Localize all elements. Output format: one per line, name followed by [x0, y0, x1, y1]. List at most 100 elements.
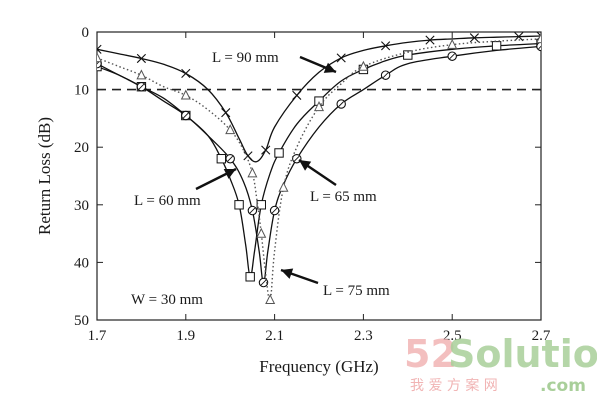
series-L65 — [97, 41, 541, 288]
data-point-square — [234, 200, 244, 210]
data-point-circle — [380, 70, 391, 80]
square-marker — [216, 154, 227, 164]
x-marker-stroke — [381, 41, 391, 51]
circle-marker-slash — [382, 72, 389, 79]
annotation-arrow-head — [323, 62, 336, 73]
x-marker-stroke — [469, 33, 479, 43]
data-point-triangle — [313, 101, 325, 112]
y-tick-label: 50 — [74, 313, 89, 329]
data-point-circle — [225, 153, 235, 164]
data-point-triangle — [225, 124, 236, 135]
circle-marker-slash — [182, 112, 189, 119]
data-point-triangle — [180, 89, 191, 100]
plot-frame — [96, 31, 542, 321]
square-marker — [245, 272, 255, 282]
square-marker — [234, 200, 244, 210]
series-L75 — [97, 33, 541, 305]
circle-marker-slash — [249, 207, 256, 214]
series-L60 — [97, 38, 541, 282]
data-point-triangle — [247, 167, 258, 178]
data-point-x — [221, 108, 231, 118]
data-point-triangle — [256, 227, 267, 238]
circle-marker-slash — [271, 207, 278, 214]
x-axis-label: Frequency (GHz) — [259, 357, 378, 376]
watermark-domain: .com — [540, 376, 586, 396]
annotation-l90: L = 90 mm — [212, 50, 337, 74]
circle-marker-slash — [293, 155, 300, 162]
triangle-marker — [247, 167, 258, 178]
x-marker-stroke — [97, 48, 102, 54]
data-point-square — [274, 148, 284, 158]
triangle-marker — [265, 294, 276, 305]
annotation-label: L = 60 mm — [134, 193, 201, 209]
x-marker-stroke — [536, 32, 541, 37]
data-point-circle — [247, 205, 258, 216]
watermark-subtitle: 我 爱 方 案 网 — [410, 377, 498, 394]
annotation-l65: L = 65 mm — [298, 159, 377, 205]
data-point-square — [256, 200, 266, 210]
triangle-marker — [97, 52, 103, 63]
annotation-label: L = 65 mm — [310, 189, 377, 205]
triangle-marker — [358, 60, 369, 71]
square-marker — [274, 148, 284, 158]
y-axis-ticks: 0 10 20 30 40 50 — [74, 25, 541, 329]
data-point-x — [381, 41, 391, 51]
triangle-marker — [447, 38, 458, 49]
data-point-circle — [258, 277, 269, 288]
data-point-circle — [447, 51, 457, 61]
x-axis-ticks: 1.7 1.9 2.1 2.3 2.5 2.7 — [88, 32, 551, 344]
y-tick-label: 20 — [74, 140, 89, 156]
data-point-triangle — [97, 52, 103, 63]
x-marker-stroke — [243, 151, 253, 161]
annotation-label: L = 90 mm — [212, 50, 279, 66]
watermark-logo: 52 Solution 我 爱 方 案 网 .com — [404, 332, 597, 396]
square-marker — [491, 41, 502, 51]
annotation-arrow-head — [223, 169, 236, 179]
x-marker-stroke — [221, 108, 231, 118]
data-point-triangle — [358, 60, 369, 71]
x-marker-stroke — [336, 53, 346, 63]
y-tick-label: 30 — [74, 198, 89, 214]
x-tick-label: 2.3 — [354, 328, 373, 344]
series-L90 — [97, 32, 541, 163]
annotation-l60: L = 60 mm — [134, 167, 237, 209]
circle-marker-slash — [449, 53, 456, 60]
series-line-L75 — [97, 38, 541, 302]
x-marker-stroke — [261, 145, 271, 155]
data-point-triangle — [447, 38, 458, 49]
data-point-square — [403, 50, 413, 60]
square-marker — [403, 50, 413, 60]
x-tick-label: 1.7 — [88, 328, 107, 344]
data-point-circle — [269, 205, 280, 216]
watermark-number: 52 — [404, 332, 457, 376]
circle-marker-slash — [227, 155, 234, 162]
x-tick-label: 2.7 — [532, 328, 551, 344]
annotations-group: L = 90 mm L = 60 mm L = 65 mm L = 75 mm W = … — [131, 50, 390, 308]
data-point-x — [136, 53, 146, 64]
x-tick-label: 2.5 — [443, 328, 462, 344]
triangle-marker — [256, 227, 267, 238]
x-marker-stroke — [292, 90, 302, 100]
x-marker-stroke — [425, 35, 435, 45]
x-marker-stroke — [136, 53, 146, 64]
annotation-l75: L = 75 mm — [280, 268, 390, 299]
watermark-brand: Solution — [448, 332, 597, 376]
annotation-arrow-head — [281, 268, 294, 279]
circle-marker-slash — [538, 45, 541, 50]
data-point-x — [292, 90, 302, 100]
y-tick-label: 0 — [82, 25, 90, 41]
data-point-circle — [536, 41, 541, 52]
x-marker-stroke — [97, 44, 102, 51]
series-line-L60 — [97, 42, 541, 278]
x-tick-label: 1.9 — [176, 328, 195, 344]
data-point-x — [336, 53, 346, 63]
square-marker — [256, 200, 266, 210]
triangle-marker — [313, 101, 325, 112]
circle-marker-slash — [338, 101, 345, 107]
y-axis-label: Return Loss (dB) — [35, 117, 54, 235]
data-point-x — [425, 35, 435, 45]
data-point-circle — [181, 110, 191, 121]
data-point-triangle — [136, 69, 147, 80]
x-tick-label: 2.1 — [265, 328, 284, 344]
